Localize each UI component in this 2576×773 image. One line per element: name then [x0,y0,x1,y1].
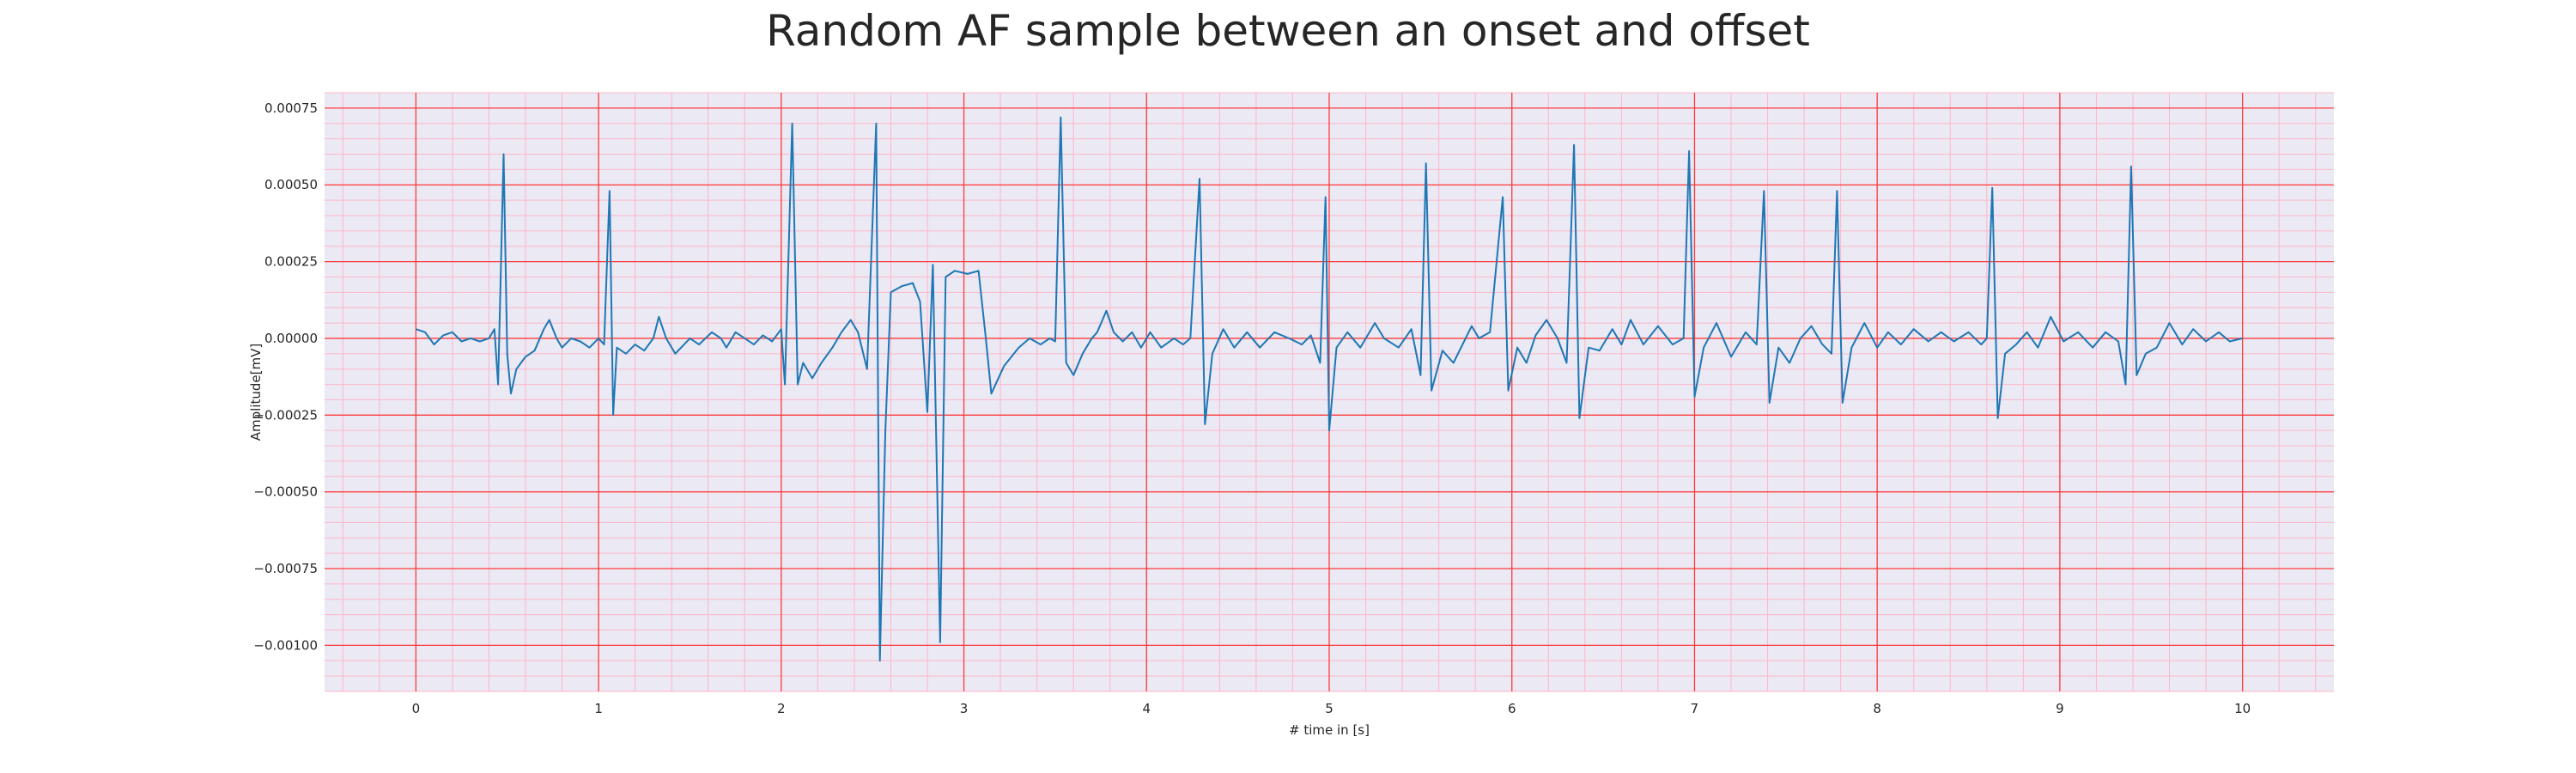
y-tick-label: 0.00050 [264,177,318,192]
x-tick-label: 8 [1873,701,1881,716]
y-axis-label: Amplitude[mV] [248,344,264,441]
x-axis-label: # time in [s] [1289,722,1370,738]
chart-title: Random AF sample between an onset and of… [766,6,1810,56]
x-axis-ticks: 0 1 2 3 4 5 6 7 8 9 10 [412,701,2251,716]
y-tick-label: −0.00100 [253,637,318,653]
y-tick-label: 0.00075 [264,100,318,116]
y-axis-ticks: 0.00075 0.00050 0.00025 0.00000 −0.00025 −0.0… [253,100,318,654]
x-tick-label: 9 [2056,701,2064,716]
x-tick-label: 3 [960,701,969,716]
x-tick-label: 5 [1325,701,1334,716]
series-line [416,116,2243,662]
x-tick-label: 2 [777,701,786,716]
y-tick-label: −0.00050 [253,484,318,500]
x-tick-label: 10 [2234,701,2251,716]
x-tick-label: 4 [1142,701,1151,716]
y-tick-label: −0.00025 [253,407,318,423]
y-tick-label: 0.00000 [264,331,318,346]
x-tick-label: 0 [412,701,421,716]
y-tick-label: 0.00025 [264,254,318,270]
x-tick-label: 6 [1508,701,1516,716]
x-tick-label: 1 [594,701,603,716]
x-tick-label: 7 [1691,701,1699,716]
y-tick-label: −0.00075 [253,561,318,576]
